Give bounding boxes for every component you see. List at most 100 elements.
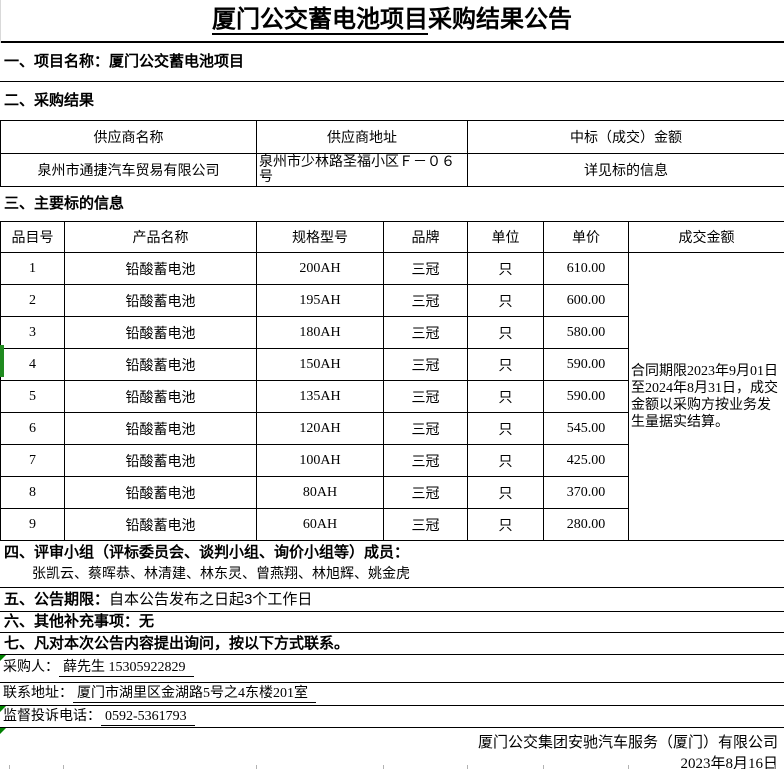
contract-period-note-cell[interactable]: 合同期限2023年9月01日至2024年8月31日，成交金额以采购方按业务发生量… xyxy=(628,252,784,541)
page-title: 厦门公交蓄电池项目采购结果公告 xyxy=(0,0,784,43)
item-row: 9 铅酸蓄电池 60AH 三冠 只 280.00 xyxy=(0,508,784,541)
item-row: 7 铅酸蓄电池 100AH 三冠 只 425.00 xyxy=(0,444,784,477)
gridline-stub xyxy=(467,765,468,769)
footer-signature[interactable]: 厦门公交集团安驰汽车服务（厦门）有限公司 2023年8月16日 xyxy=(0,728,784,769)
supplier-name-cell[interactable]: 泉州市通捷汽车贸易有限公司 xyxy=(0,153,257,187)
item-no-header[interactable]: 品目号 xyxy=(0,221,65,253)
item-no-cell[interactable]: 2 xyxy=(0,284,65,317)
item-no-cell[interactable]: 1 xyxy=(0,252,65,285)
product-name-header[interactable]: 产品名称 xyxy=(64,221,257,253)
brand-cell[interactable]: 三冠 xyxy=(383,348,468,381)
spec-model-cell[interactable]: 180AH xyxy=(256,316,384,349)
buyer-value: 薛先生 15305922829 xyxy=(59,660,194,677)
item-no-cell[interactable]: 4 xyxy=(0,348,65,381)
unit-cell[interactable]: 只 xyxy=(467,412,544,445)
supplier-address-header[interactable]: 供应商地址 xyxy=(256,120,468,154)
award-amount-header[interactable]: 中标（成交）金额 xyxy=(467,120,784,154)
item-no-cell[interactable]: 8 xyxy=(0,476,65,509)
unit-price-cell[interactable]: 370.00 xyxy=(543,476,629,509)
spec-model-cell[interactable]: 135AH xyxy=(256,380,384,413)
brand-cell[interactable]: 三冠 xyxy=(383,252,468,285)
unit-cell[interactable]: 只 xyxy=(467,252,544,285)
announcement-period-label: 五、公告期限： xyxy=(4,591,110,608)
unit-price-cell[interactable]: 590.00 xyxy=(543,348,629,381)
address-contact-row[interactable]: 联系地址： 厦门市湖里区金湖路5号之4东楼201室 xyxy=(0,683,784,706)
deal-amount-header[interactable]: 成交金额 xyxy=(628,221,784,253)
left-gridline xyxy=(0,0,1,43)
item-no-cell[interactable]: 9 xyxy=(0,508,65,541)
gridline-stub xyxy=(628,765,629,769)
unit-price-cell[interactable]: 545.00 xyxy=(543,412,629,445)
brand-cell[interactable]: 三冠 xyxy=(383,508,468,541)
cell-flag-triangle-icon xyxy=(0,728,6,734)
spec-model-cell[interactable]: 120AH xyxy=(256,412,384,445)
brand-header[interactable]: 品牌 xyxy=(383,221,468,253)
item-no-cell[interactable]: 7 xyxy=(0,444,65,477)
unit-cell[interactable]: 只 xyxy=(467,284,544,317)
unit-price-cell[interactable]: 600.00 xyxy=(543,284,629,317)
section-contact-intro[interactable]: 七、凡对本次公告内容提出询问，按以下方式联系。 xyxy=(0,633,784,655)
spec-model-cell[interactable]: 60AH xyxy=(256,508,384,541)
supplier-header-row: 供应商名称 供应商地址 中标（成交）金额 xyxy=(0,120,784,154)
item-row: 2 铅酸蓄电池 195AH 三冠 只 600.00 xyxy=(0,284,784,317)
supplier-name-header[interactable]: 供应商名称 xyxy=(0,120,257,154)
unit-cell[interactable]: 只 xyxy=(467,444,544,477)
unit-price-cell[interactable]: 610.00 xyxy=(543,252,629,285)
product-name-cell[interactable]: 铅酸蓄电池 xyxy=(64,444,257,477)
unit-cell[interactable]: 只 xyxy=(467,476,544,509)
cell-flag-triangle-icon xyxy=(0,706,6,712)
spec-model-cell[interactable]: 195AH xyxy=(256,284,384,317)
award-amount-cell[interactable]: 详见标的信息 xyxy=(467,153,784,187)
section-main-item-info[interactable]: 三、主要标的信息 xyxy=(4,195,125,212)
unit-cell[interactable]: 只 xyxy=(467,380,544,413)
supplier-address-cell[interactable]: 泉州市少林路圣福小区Ｆ－０６号 xyxy=(256,153,468,187)
brand-cell[interactable]: 三冠 xyxy=(383,444,468,477)
announcement-period-value: 自本公告发布之日起3个工作日 xyxy=(109,591,313,608)
unit-price-header[interactable]: 单价 xyxy=(543,221,629,253)
phone-contact-row[interactable]: 监督投诉电话： 0592-5361793 xyxy=(0,706,784,728)
product-name-cell[interactable]: 铅酸蓄电池 xyxy=(64,348,257,381)
gridline-stub xyxy=(9,765,10,769)
section-announcement-period[interactable]: 五、公告期限：自本公告发布之日起3个工作日 xyxy=(0,588,784,612)
spec-model-header[interactable]: 规格型号 xyxy=(256,221,384,253)
section-other-notes[interactable]: 六、其他补充事项：无 xyxy=(0,612,784,633)
item-row-selected: 4 铅酸蓄电池 150AH 三冠 只 590.00 xyxy=(0,348,784,381)
spec-model-cell[interactable]: 80AH xyxy=(256,476,384,509)
product-name-cell[interactable]: 铅酸蓄电池 xyxy=(64,284,257,317)
unit-price-cell[interactable]: 280.00 xyxy=(543,508,629,541)
section-review-panel[interactable]: 四、评审小组（评标委员会、谈判小组、询价小组等）成员： 张凯云、蔡晖恭、林清建、… xyxy=(0,541,784,588)
product-name-cell[interactable]: 铅酸蓄电池 xyxy=(64,316,257,349)
phone-label: 监督投诉电话： xyxy=(3,709,101,724)
unit-cell[interactable]: 只 xyxy=(467,316,544,349)
spec-model-cell[interactable]: 150AH xyxy=(256,348,384,381)
product-name-cell[interactable]: 铅酸蓄电池 xyxy=(64,508,257,541)
brand-cell[interactable]: 三冠 xyxy=(383,284,468,317)
item-no-cell[interactable]: 5 xyxy=(0,380,65,413)
spec-model-cell[interactable]: 200AH xyxy=(256,252,384,285)
unit-header[interactable]: 单位 xyxy=(467,221,544,253)
unit-cell[interactable]: 只 xyxy=(467,348,544,381)
product-name-cell[interactable]: 铅酸蓄电池 xyxy=(64,412,257,445)
unit-price-cell[interactable]: 425.00 xyxy=(543,444,629,477)
buyer-contact-row[interactable]: 采购人： 薛先生 15305922829 xyxy=(0,655,784,683)
item-no-cell[interactable]: 3 xyxy=(0,316,65,349)
unit-price-cell[interactable]: 590.00 xyxy=(543,380,629,413)
unit-price-cell[interactable]: 580.00 xyxy=(543,316,629,349)
brand-cell[interactable]: 三冠 xyxy=(383,316,468,349)
gridline-stub xyxy=(774,765,775,769)
spec-model-cell[interactable]: 100AH xyxy=(256,444,384,477)
brand-cell[interactable]: 三冠 xyxy=(383,412,468,445)
item-no-cell[interactable]: 6 xyxy=(0,412,65,445)
page-title-underlined: 厦门公交蓄电池项目 xyxy=(212,6,428,35)
review-panel-members: 张凯云、蔡晖恭、林清建、林东灵、曾燕翔、林旭辉、姚金虎 xyxy=(32,565,410,581)
brand-cell[interactable]: 三冠 xyxy=(383,380,468,413)
other-notes-label: 六、其他补充事项： xyxy=(4,613,140,630)
section-project-name[interactable]: 一、项目名称：厦门公交蓄电池项目 xyxy=(0,43,784,82)
product-name-cell[interactable]: 铅酸蓄电池 xyxy=(64,252,257,285)
section-procurement-result[interactable]: 二、采购结果 xyxy=(4,92,95,109)
product-name-cell[interactable]: 铅酸蓄电池 xyxy=(64,476,257,509)
address-value: 厦门市湖里区金湖路5号之4东楼201室 xyxy=(73,686,316,703)
product-name-cell[interactable]: 铅酸蓄电池 xyxy=(64,380,257,413)
unit-cell[interactable]: 只 xyxy=(467,508,544,541)
brand-cell[interactable]: 三冠 xyxy=(383,476,468,509)
